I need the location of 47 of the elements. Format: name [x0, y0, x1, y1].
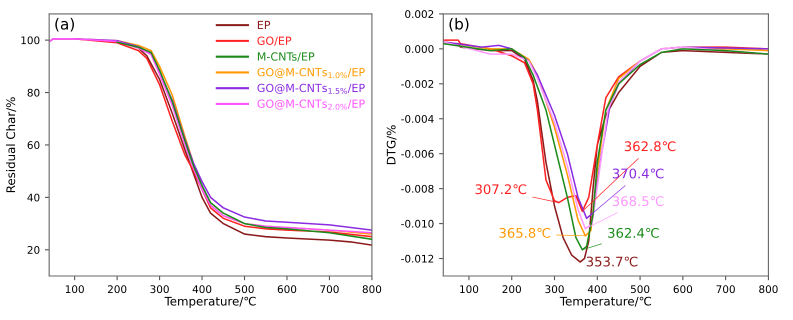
y-tick-label: -0.006 [401, 150, 434, 158]
legend-label: GO@M-CNTs$_{2.0%}$/EP [257, 99, 365, 110]
y-tick-label: 60 [28, 141, 40, 150]
annotation: 365.8℃ [499, 228, 550, 238]
x-tick-label: 500 [235, 285, 254, 294]
y-tick-label: 80 [28, 88, 40, 97]
x-tick-label: 400 [588, 285, 607, 294]
y-tick-label: 20 [28, 246, 40, 254]
x-tick-label: 200 [502, 285, 521, 294]
annotation: 353.7℃ [586, 256, 638, 267]
y-tick-label: -0.012 [401, 254, 434, 263]
y-tick-label: 0.000 [405, 45, 434, 53]
annotation: 368.5℃ [612, 196, 664, 206]
y-tick-label: 100 [21, 36, 40, 44]
y-tick-label: -0.008 [401, 184, 434, 193]
chart-title: (b) [449, 18, 468, 32]
y-tick-label: -0.010 [401, 220, 434, 228]
y-tick-label: -0.002 [401, 80, 434, 88]
x-tick-label: 500 [630, 285, 650, 294]
legend-label: EP [258, 20, 270, 30]
x-tick-label: 800 [362, 285, 382, 294]
x-tick-label: 800 [759, 285, 778, 294]
chart-title: (a) [55, 18, 74, 32]
legend-label: GO/EP [257, 36, 292, 46]
x-axis-title: Temperature/℃ [560, 296, 652, 308]
x-tick-label: 300 [545, 285, 564, 294]
x-tick-label: 600 [674, 285, 692, 294]
legend-label: M-CNTs/EP [258, 52, 314, 62]
annotation: 307.2℃ [476, 184, 526, 194]
legend-label: GO@M-CNTs$_{1.5%}$/EP [257, 84, 365, 94]
x-axis-title: Temperature/℃ [164, 296, 256, 308]
y-tick-label: 0.002 [405, 10, 434, 18]
legend-label: GO@M-CNTs$_{1.0%}$/EP [257, 68, 365, 78]
x-tick-label: 600 [278, 285, 296, 294]
x-tick-label: 200 [108, 285, 126, 294]
x-tick-label: 100 [66, 285, 84, 294]
x-tick-label: 400 [192, 285, 212, 294]
annotation: 362.4℃ [608, 228, 659, 238]
x-tick-label: 700 [320, 285, 339, 294]
y-tick-label: -0.004 [401, 114, 434, 123]
annotation: 362.8℃ [624, 141, 676, 152]
y-axis-title: Residual Char/% [6, 97, 16, 192]
y-axis-title: DTG/% [386, 125, 397, 164]
x-tick-label: 100 [460, 285, 478, 294]
y-tick-label: 40 [27, 194, 40, 202]
x-tick-label: 700 [716, 285, 735, 294]
x-tick-label: 300 [150, 285, 169, 294]
